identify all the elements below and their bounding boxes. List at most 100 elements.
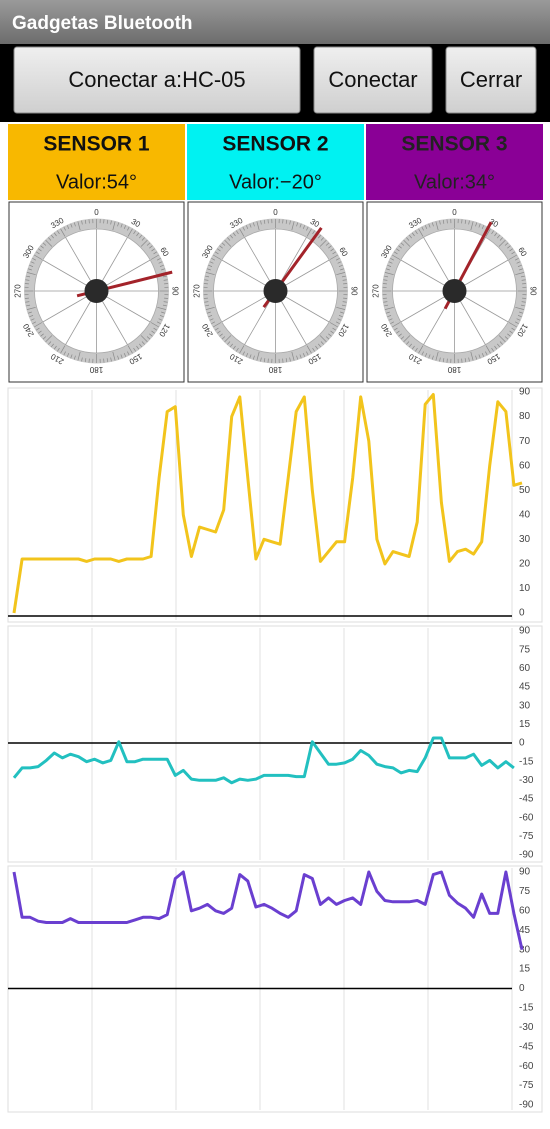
dial-tick: [442, 219, 445, 224]
dial-label: 90: [528, 287, 537, 296]
dial-tick: [84, 358, 87, 363]
dial-tick: [263, 358, 266, 363]
dial-tick: [478, 354, 481, 359]
dial-tick: [498, 239, 506, 247]
dial-tick: [239, 345, 245, 354]
dial-tick: [141, 237, 145, 241]
dial-tick: [511, 251, 516, 255]
dial-tick: [439, 220, 441, 225]
dial-tick: [123, 225, 127, 230]
dial-tick: [26, 304, 31, 307]
dial-tick: [161, 268, 166, 271]
dial-tick: [42, 242, 47, 246]
dial-tick: [406, 237, 410, 241]
button[interactable]: [445, 46, 537, 114]
button-label[interactable]: Conectar a:HC-05: [68, 67, 245, 92]
dial-tick: [340, 311, 345, 314]
dial-tick: [204, 301, 209, 303]
dial-tick: [29, 315, 34, 318]
dial-tick: [291, 221, 295, 231]
dial-tick: [110, 220, 112, 225]
dial-tick: [208, 315, 213, 318]
dial-tick: [56, 347, 60, 352]
dial-tick: [491, 230, 495, 235]
dial-tick: [507, 245, 511, 249]
dial-tick: [318, 234, 322, 239]
sensor-name: SENSOR 1: [43, 133, 150, 156]
dial-tick: [329, 254, 339, 260]
dial-tick: [229, 343, 233, 348]
dial-tick: [439, 357, 441, 362]
dial-tick: [60, 228, 66, 237]
dial-tick: [112, 221, 116, 231]
dial-tick: [299, 223, 302, 228]
dial-tick: [211, 258, 216, 261]
dial-tick: [162, 275, 167, 278]
y-tick-label: 80: [519, 411, 531, 422]
dial-tick: [435, 221, 439, 231]
dial-tick: [428, 354, 431, 359]
y-tick-label: -45: [519, 794, 534, 805]
dial-tick: [385, 268, 390, 271]
button-label[interactable]: Cerrar: [460, 67, 522, 92]
dial-tick: [387, 264, 392, 267]
dial-tick: [481, 352, 485, 357]
dial-tick: [204, 279, 209, 281]
dial-tick: [320, 237, 324, 241]
dial-tick: [499, 341, 503, 345]
button-label[interactable]: Conectar: [328, 67, 417, 92]
dial-tick: [205, 272, 215, 276]
dial-tick: [117, 355, 120, 360]
dial-tick: [408, 234, 412, 239]
dial-tick: [464, 219, 467, 224]
data-line: [12, 736, 515, 785]
dial-tick: [516, 318, 521, 321]
dial-tick: [390, 321, 395, 324]
y-tick-label: -60: [519, 1061, 534, 1072]
dial-tick: [393, 327, 398, 331]
dial-tick: [424, 225, 428, 230]
dial-tick: [468, 357, 470, 362]
dial-tick: [150, 322, 160, 328]
dial-tick: [329, 322, 339, 328]
dial-tick: [127, 351, 130, 356]
dial-tick: [48, 237, 52, 241]
dial-tick: [398, 245, 402, 249]
dial-tick: [232, 232, 236, 237]
dial-tick: [428, 223, 431, 228]
dial-label: 270: [193, 284, 202, 298]
dial-label: 90: [170, 287, 179, 296]
dial-tick: [29, 264, 34, 267]
dial-label: 90: [349, 287, 358, 296]
button[interactable]: [313, 46, 433, 114]
dial-tick: [330, 330, 334, 334]
dial-tick: [337, 318, 342, 321]
dial-tick: [146, 336, 151, 340]
dial-tick: [214, 251, 219, 255]
dial-tick: [435, 351, 439, 361]
dial-tick: [162, 304, 167, 307]
dial-tick: [73, 222, 76, 227]
dial-tick: [156, 258, 161, 261]
dial-tick: [504, 336, 509, 340]
dial-tick: [517, 264, 522, 267]
dial-tick: [338, 315, 343, 318]
dial-tick: [387, 315, 392, 318]
dial-tick: [40, 245, 44, 249]
dial-tick: [325, 242, 330, 246]
dial-tick: [208, 264, 213, 267]
button[interactable]: [13, 46, 301, 114]
dial-tick: [336, 272, 346, 276]
dial-tick: [256, 351, 260, 361]
dial-tick: [296, 222, 299, 227]
dial-tick: [520, 275, 525, 278]
dial-tick: [235, 230, 239, 235]
dial-tick: [260, 357, 262, 362]
y-tick-label: 70: [519, 436, 531, 447]
dial-tick: [494, 232, 498, 237]
dial-tick: [217, 330, 221, 334]
y-tick-label: 60: [519, 905, 531, 916]
dial-tick: [475, 355, 478, 360]
dial-tick: [431, 222, 434, 227]
dial-tick: [260, 220, 262, 225]
